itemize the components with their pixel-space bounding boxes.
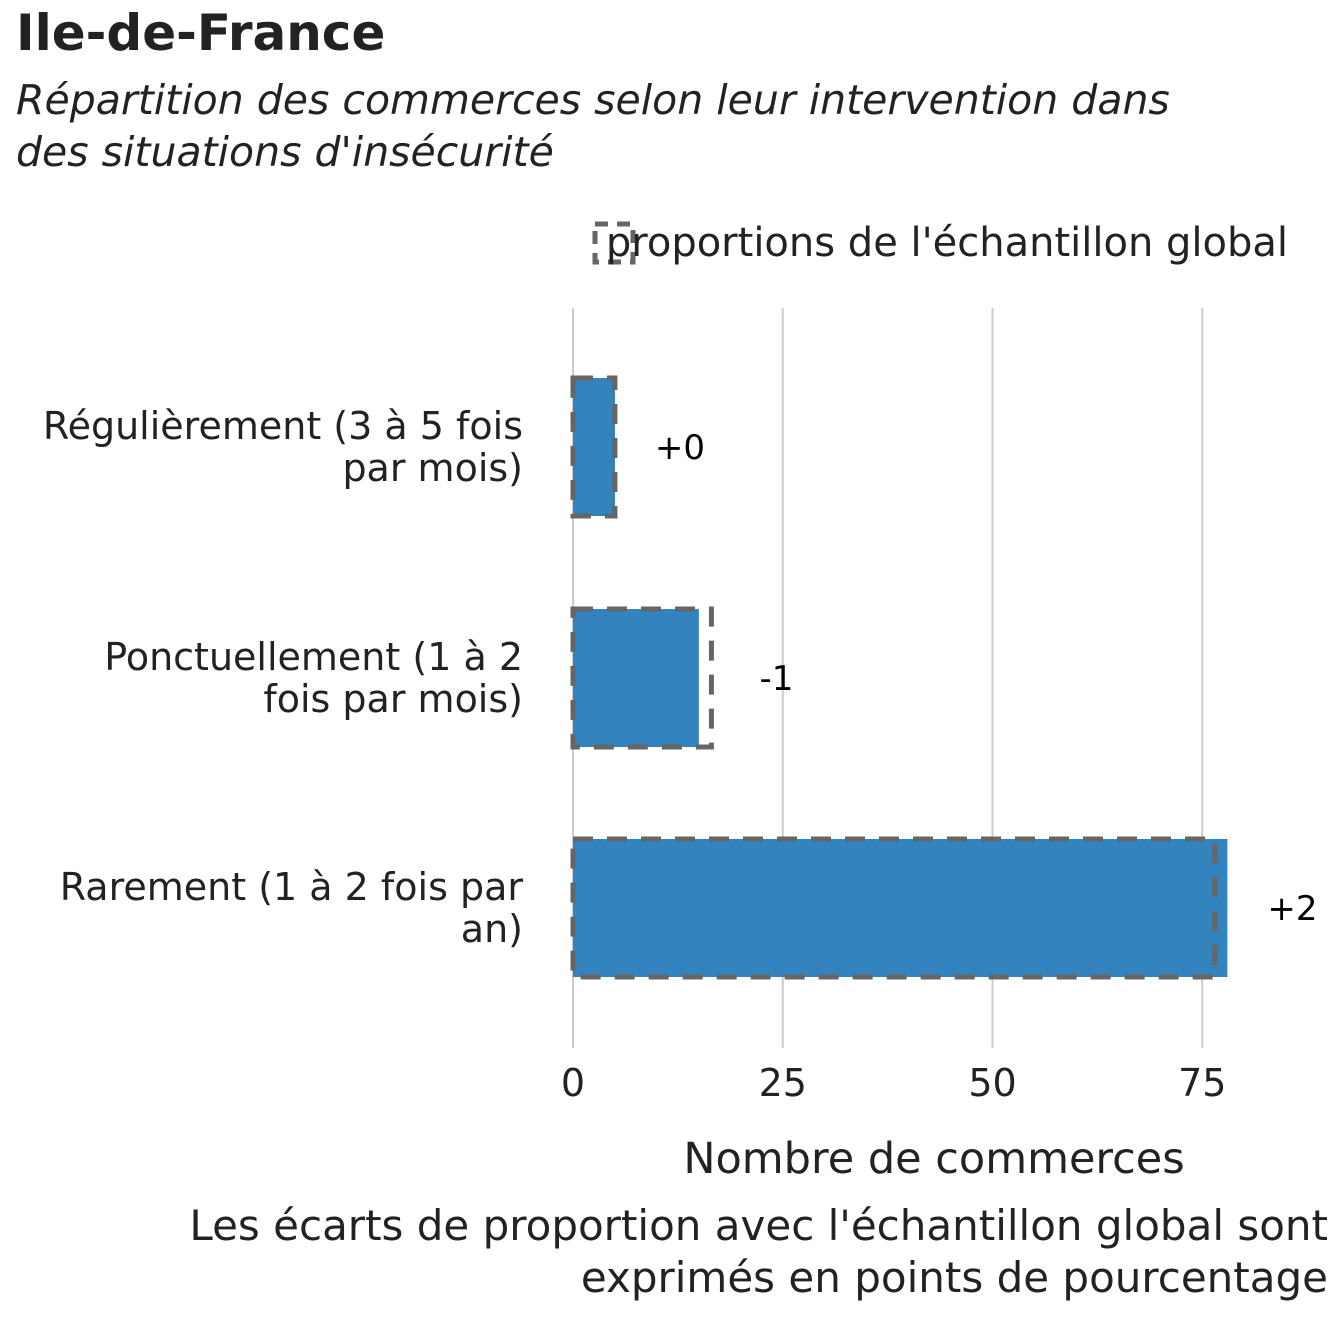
bar-2: [573, 839, 1228, 977]
x-tick-label-2: 50: [968, 1061, 1016, 1105]
category-label-0: Régulièrement (3 à 5 fois par mois): [43, 404, 523, 490]
x-tick-label-1: 25: [759, 1061, 807, 1105]
category-label-2-line-0: Rarement (1 à 2 fois par: [60, 865, 524, 909]
chart-caption: Les écarts de proportion avec l'échantil…: [189, 1200, 1328, 1304]
subtitle-line-2: des situations d'insécurité: [16, 128, 554, 176]
legend-label: proportions de l'échantillon global: [606, 220, 1288, 266]
reference-outline-0: [570, 375, 618, 519]
chart-subtitle: Répartition des commerces selon leur int…: [16, 74, 1170, 178]
diff-label-1: -1: [759, 659, 793, 699]
category-label-1: Ponctuellement (1 à 2 fois par mois): [104, 635, 523, 721]
difference-labels: +0 -1 +2: [655, 428, 1318, 929]
bar-0: [573, 378, 615, 516]
category-label-1-line-0: Ponctuellement (1 à 2: [104, 635, 523, 679]
reference-outline-2: [570, 836, 1218, 980]
x-tick-labels: 0 25 50 75: [561, 1061, 1227, 1105]
category-labels: Régulièrement (3 à 5 fois par mois) Ponctu…: [43, 404, 523, 951]
category-label-2-line-1: an): [461, 907, 523, 951]
category-label-0-line-0: Régulièrement (3 à 5 fois: [43, 404, 523, 448]
subtitle-line-1: Répartition des commerces selon leur int…: [16, 76, 1170, 124]
x-axis-label: Nombre de commerces: [683, 1134, 1184, 1184]
legend-key: [592, 221, 636, 265]
x-tick-label-3: 75: [1178, 1061, 1226, 1105]
caption-line-1: Les écarts de proportion avec l'échantil…: [189, 1201, 1328, 1250]
bar-chart: Régulièrement (3 à 5 fois par mois) Ponctu…: [43, 220, 1318, 1184]
x-tick-label-0: 0: [561, 1061, 585, 1105]
reference-outlines: [570, 375, 1218, 980]
diff-label-2: +2: [1267, 889, 1317, 929]
caption-line-2: exprimés en points de pourcentage: [580, 1253, 1328, 1302]
chart-title: Ile-de-France: [16, 4, 386, 62]
bar-1: [573, 609, 699, 747]
category-label-2: Rarement (1 à 2 fois par an): [60, 865, 524, 951]
diff-label-0: +0: [655, 428, 705, 468]
category-label-1-line-1: fois par mois): [263, 677, 523, 721]
bars: [573, 378, 1228, 977]
reference-outline-1: [570, 606, 714, 750]
category-label-0-line-1: par mois): [342, 446, 523, 490]
legend: proportions de l'échantillon global: [592, 220, 1288, 266]
